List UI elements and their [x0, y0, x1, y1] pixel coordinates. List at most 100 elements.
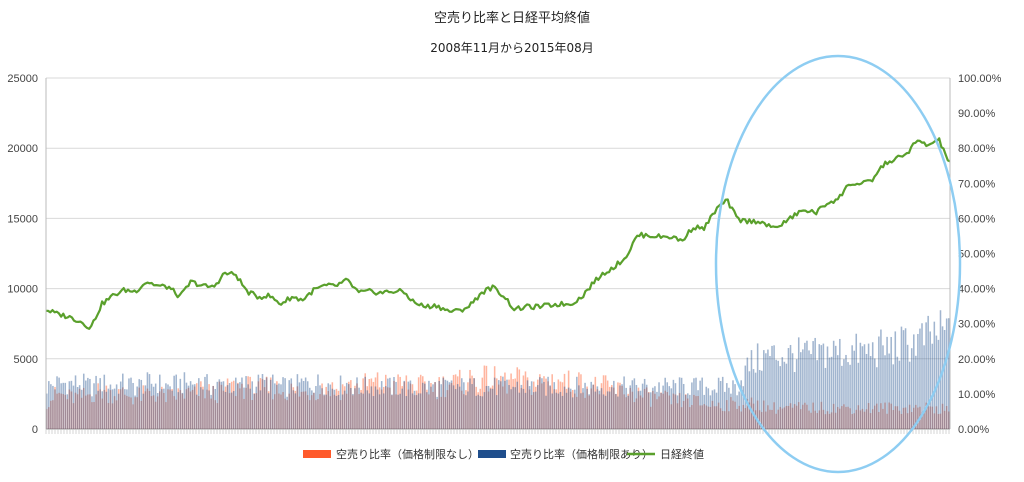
bar-unrestricted	[945, 406, 948, 429]
bar-unrestricted	[748, 402, 751, 429]
bar-unrestricted	[91, 402, 93, 429]
bar-unrestricted	[537, 379, 539, 429]
bar-unrestricted	[793, 404, 796, 429]
bar-unrestricted	[374, 377, 377, 429]
bar-restricted	[547, 376, 549, 429]
bar-unrestricted	[101, 398, 104, 429]
bar-unrestricted	[134, 397, 136, 429]
bar-restricted	[62, 382, 64, 429]
bar-unrestricted	[239, 388, 241, 429]
bar-restricted	[341, 394, 344, 429]
bar-restricted	[239, 382, 241, 429]
bar-restricted	[152, 386, 155, 429]
bar-unrestricted	[327, 391, 330, 429]
bar-unrestricted	[144, 391, 147, 429]
y-right-tick-label: 30.00%	[958, 319, 996, 331]
bar-restricted	[85, 380, 87, 429]
bar-restricted	[621, 384, 623, 429]
bar-unrestricted	[639, 395, 642, 429]
bar-restricted	[832, 340, 835, 429]
bar-restricted	[183, 372, 186, 429]
bar-unrestricted	[117, 389, 120, 429]
bar-restricted	[670, 388, 673, 429]
bar-restricted	[582, 388, 584, 429]
chart-subtitle: 2008年11月から2015年08月	[430, 41, 594, 55]
bar-restricted	[514, 387, 516, 429]
bar-unrestricted	[356, 383, 358, 429]
bar-unrestricted	[272, 399, 274, 429]
bar-restricted	[68, 381, 71, 429]
bar-unrestricted	[643, 388, 646, 429]
bar-unrestricted	[259, 378, 262, 429]
bar-restricted	[756, 343, 759, 429]
bar-restricted	[678, 377, 681, 429]
bar-unrestricted	[113, 396, 116, 429]
bar-restricted	[337, 394, 340, 429]
bar-restricted	[232, 391, 235, 429]
bar-restricted	[871, 342, 874, 429]
bar-unrestricted	[389, 387, 391, 429]
bar-unrestricted	[206, 389, 208, 429]
bar-restricted	[222, 381, 225, 429]
bar-restricted	[243, 387, 245, 429]
bar-unrestricted	[600, 383, 603, 429]
bar-restricted	[787, 348, 790, 429]
bar-unrestricted	[888, 402, 890, 429]
bar-unrestricted	[175, 399, 177, 429]
bar-restricted	[257, 374, 260, 429]
bar-unrestricted	[276, 381, 278, 429]
bar-unrestricted	[481, 377, 484, 429]
bar-unrestricted	[869, 413, 872, 429]
bar-restricted	[315, 386, 317, 429]
bar-unrestricted	[458, 369, 461, 429]
bar-unrestricted	[711, 400, 714, 429]
bar-restricted	[777, 360, 779, 429]
bar-unrestricted	[78, 388, 81, 429]
bar-unrestricted	[947, 411, 950, 429]
bar-restricted	[376, 389, 379, 429]
bar-unrestricted	[588, 395, 590, 429]
bar-unrestricted	[419, 374, 422, 429]
bar-restricted	[773, 345, 775, 429]
bar-restricted	[721, 376, 724, 429]
bar-unrestricted	[724, 411, 726, 429]
bar-restricted	[826, 346, 829, 429]
bar-unrestricted	[126, 395, 128, 429]
bar-restricted	[356, 377, 358, 429]
bar-unrestricted	[822, 409, 825, 429]
bar-restricted	[945, 318, 948, 429]
bar-restricted	[894, 331, 897, 429]
bar-unrestricted	[820, 401, 823, 429]
bar-restricted	[274, 383, 276, 429]
bar-restricted	[76, 387, 79, 429]
bar-unrestricted	[867, 403, 870, 429]
bar-restricted	[465, 395, 467, 429]
y-axis-right: 0.00% 10.00% 20.00% 30.00% 40.00% 50.00% 60.00…	[949, 73, 1002, 436]
bar-unrestricted	[397, 374, 399, 429]
bar-restricted	[635, 384, 638, 429]
bar-unrestricted	[613, 387, 615, 429]
bar-unrestricted	[707, 406, 710, 429]
bar-restricted	[563, 386, 566, 429]
bar-unrestricted	[814, 410, 816, 429]
bar-restricted	[228, 383, 231, 429]
bar-unrestricted	[169, 389, 171, 429]
bar-unrestricted	[382, 386, 385, 429]
bar-restricted	[448, 382, 451, 429]
bar-restricted	[913, 334, 915, 429]
bar-restricted	[249, 388, 251, 429]
bar-restricted	[220, 381, 223, 429]
bar-restricted	[576, 376, 578, 429]
bar-restricted	[783, 361, 786, 429]
bar-unrestricted	[925, 402, 927, 429]
bar-restricted	[586, 388, 588, 429]
bar-unrestricted	[935, 406, 938, 429]
bar-unrestricted	[650, 406, 652, 429]
bar-restricted	[839, 338, 841, 429]
bar-unrestricted	[142, 385, 145, 429]
bar-restricted	[473, 378, 475, 429]
bar-unrestricted	[913, 407, 915, 429]
bar-restricted	[483, 392, 486, 429]
bar-restricted	[339, 375, 342, 429]
bar-unrestricted	[845, 406, 847, 429]
